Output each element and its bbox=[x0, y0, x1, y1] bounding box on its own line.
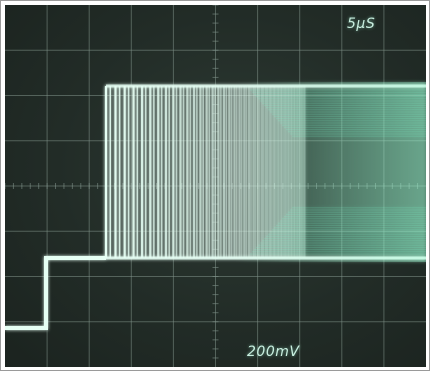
oscilloscope-screen: 5μS 200mV bbox=[5, 5, 426, 367]
signal-trace bbox=[5, 82, 426, 330]
timebase-label: 5μS bbox=[347, 16, 376, 32]
trace-step bbox=[5, 256, 106, 330]
volts-per-div-label: 200mV bbox=[247, 344, 300, 360]
trace-blur-band bbox=[235, 82, 426, 262]
oscilloscope-display bbox=[5, 5, 426, 367]
